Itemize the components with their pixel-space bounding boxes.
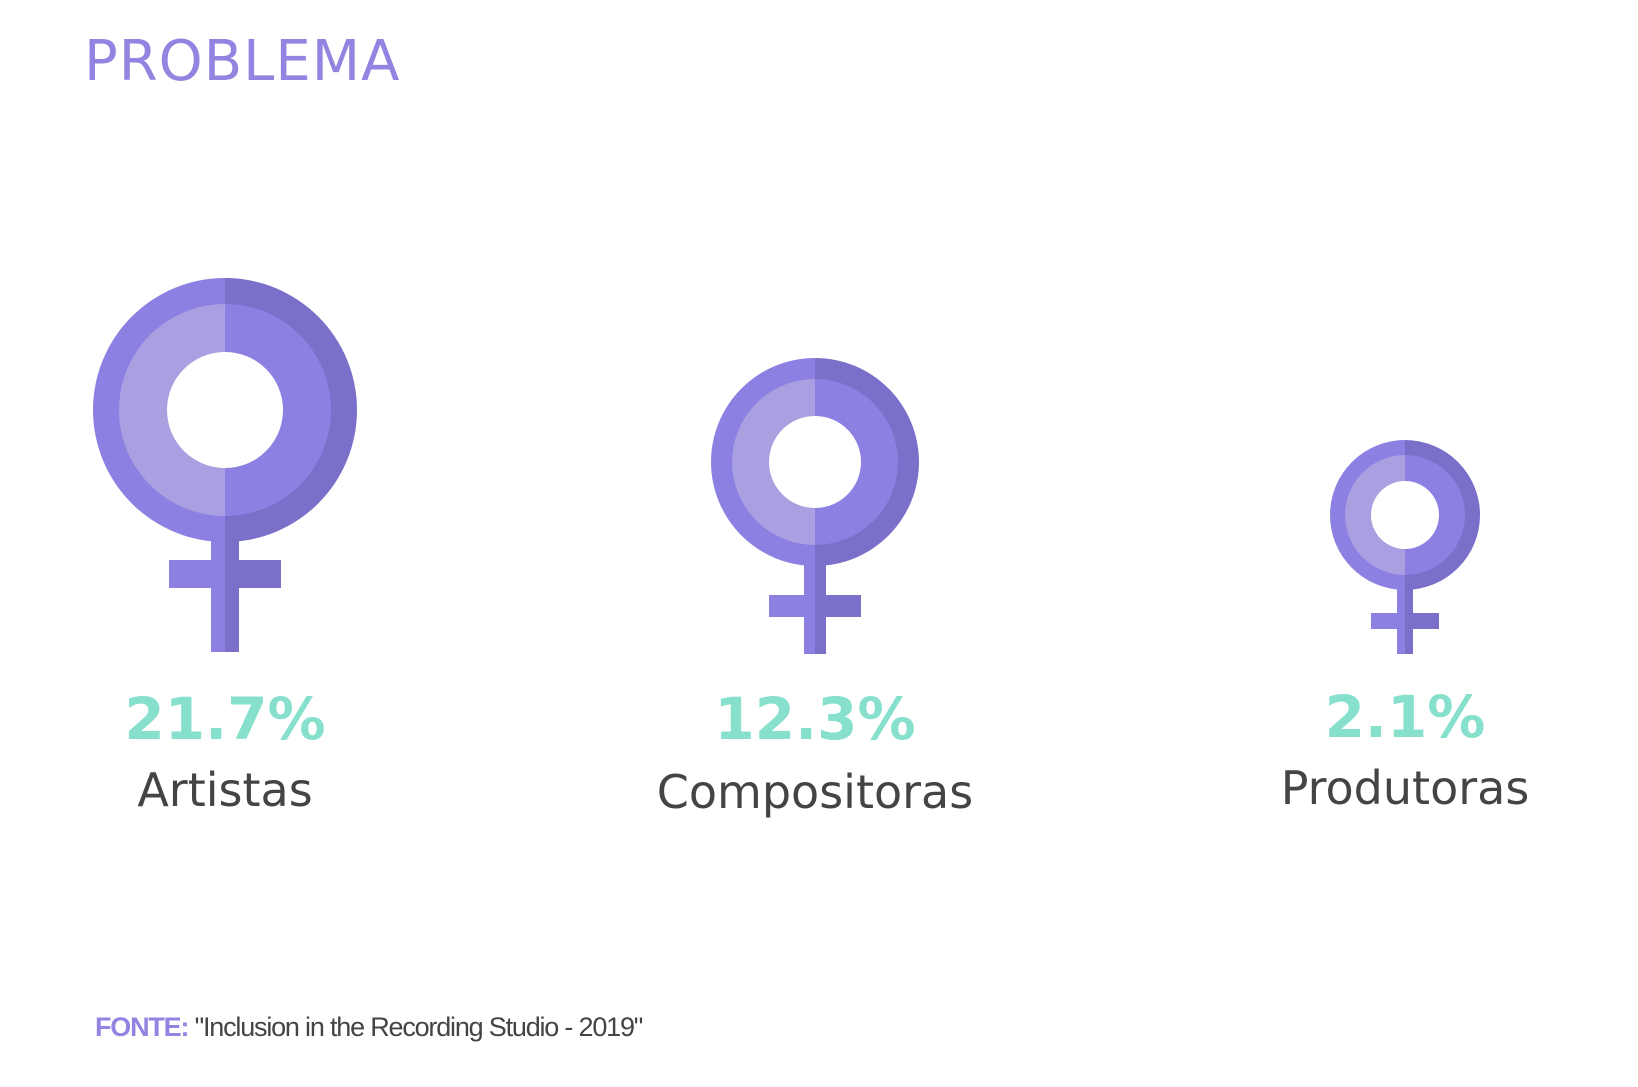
stat-percent: 12.3% [714, 685, 916, 753]
stat-label: Produtoras [1280, 761, 1530, 815]
female-symbol-icon [1330, 440, 1480, 654]
source-citation: FONTE: "Inclusion in the Recording Studi… [95, 1012, 644, 1043]
stat-label: Artistas [137, 763, 313, 817]
stat-percent: 2.1% [1324, 683, 1486, 751]
source-text: "Inclusion in the Recording Studio - 201… [188, 1012, 644, 1042]
stat-artistas: 21.7% Artistas [60, 270, 390, 830]
stat-produtoras: 2.1% Produtoras [1240, 435, 1570, 835]
female-symbol-icon [711, 358, 919, 654]
stat-compositoras: 12.3% Compositoras [650, 350, 980, 830]
page-title: PROBLEMA [84, 29, 401, 94]
stat-percent: 21.7% [124, 685, 326, 753]
stat-label: Compositoras [656, 765, 974, 819]
female-symbol-icon [93, 278, 357, 652]
source-label: FONTE: [95, 1012, 190, 1042]
